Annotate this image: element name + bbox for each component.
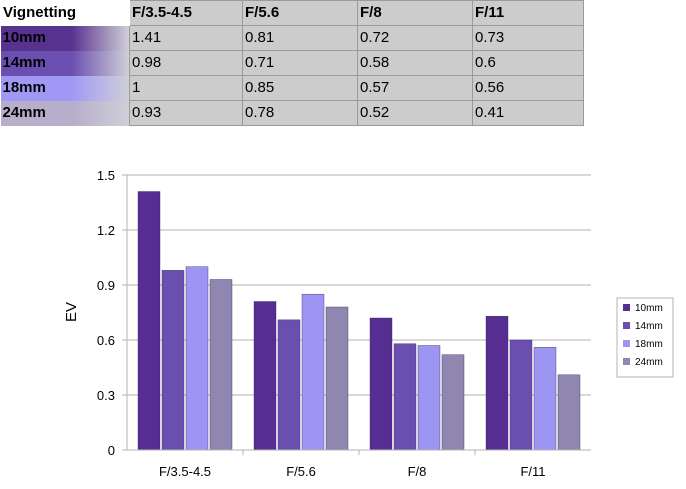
bar xyxy=(369,317,393,451)
axes xyxy=(122,174,591,455)
table-row: 18mm 1 0.85 0.57 0.56 xyxy=(0,75,584,101)
y-tick-label: 0.9 xyxy=(97,278,115,293)
bar xyxy=(137,191,161,451)
y-tick-label: 1.5 xyxy=(97,168,115,183)
y-tick-labels: 0 0.3 0.6 0.9 1.2 1.5 xyxy=(97,168,115,458)
row-label: 18mm xyxy=(0,75,130,101)
legend-swatch xyxy=(623,322,630,329)
bar xyxy=(325,306,349,451)
column-header: F/5.6 xyxy=(242,0,358,26)
legend-swatch xyxy=(623,304,630,311)
bar xyxy=(209,279,233,451)
legend: 10mm 14mm 18mm 24mm xyxy=(616,297,674,378)
legend-box xyxy=(616,297,674,378)
table-cell: 0.72 xyxy=(357,25,473,51)
y-tick-label: 0.6 xyxy=(97,333,115,348)
y-tick-label: 0.3 xyxy=(97,388,115,403)
table-cell: 0.41 xyxy=(472,100,584,126)
row-label: 10mm xyxy=(0,25,130,51)
table-cell: 0.73 xyxy=(472,25,584,51)
column-header: F/3.5-4.5 xyxy=(129,0,243,26)
bar xyxy=(557,374,581,451)
bar xyxy=(533,347,557,451)
bar xyxy=(417,345,441,451)
x-tick-label: F/11 xyxy=(520,464,545,479)
column-header: F/8 xyxy=(357,0,473,26)
bar xyxy=(301,293,325,451)
legend-entry: 24mm xyxy=(635,357,663,368)
row-label: 14mm xyxy=(0,50,130,76)
bar xyxy=(161,270,185,451)
bars xyxy=(137,191,581,451)
table-cell: 0.85 xyxy=(242,75,358,101)
bar xyxy=(277,319,301,451)
legend-swatch xyxy=(623,340,630,347)
table-row: 24mm 0.93 0.78 0.52 0.41 xyxy=(0,100,584,126)
y-tick-label: 0 xyxy=(108,443,115,458)
x-tick-label: F/8 xyxy=(408,464,427,479)
table-row: 10mm 1.41 0.81 0.72 0.73 xyxy=(0,25,584,51)
table-cell: 0.6 xyxy=(472,50,584,76)
bar xyxy=(253,301,277,451)
table-cell: 0.93 xyxy=(129,100,243,126)
bar xyxy=(509,339,533,451)
x-tick-label: F/3.5-4.5 xyxy=(159,464,211,479)
y-tick-label: 1.2 xyxy=(97,223,115,238)
bar xyxy=(185,266,209,451)
table-row: 14mm 0.98 0.71 0.58 0.6 xyxy=(0,50,584,76)
table-cell: 0.52 xyxy=(357,100,473,126)
table-cell: 0.81 xyxy=(242,25,358,51)
x-tick-label: F/5.6 xyxy=(286,464,316,479)
bar xyxy=(485,315,509,451)
x-tick-labels: F/3.5-4.5 F/5.6 F/8 F/11 xyxy=(159,464,546,479)
vignetting-table: Vignetting F/3.5-4.5 F/5.6 F/8 F/11 10mm… xyxy=(0,0,584,126)
table-header-row: Vignetting F/3.5-4.5 F/5.6 F/8 F/11 xyxy=(0,0,584,26)
gridlines xyxy=(127,174,591,451)
table-cell: 0.98 xyxy=(129,50,243,76)
bar xyxy=(393,343,417,451)
legend-entry: 18mm xyxy=(635,339,663,350)
legend-entry: 14mm xyxy=(635,321,663,332)
table-cell: 0.71 xyxy=(242,50,358,76)
row-label: 24mm xyxy=(0,100,130,126)
table-cell: 0.58 xyxy=(357,50,473,76)
y-axis-label: EV xyxy=(63,302,80,322)
table-cell: 1.41 xyxy=(129,25,243,51)
column-header: F/11 xyxy=(472,0,584,26)
table-cell: 0.57 xyxy=(357,75,473,101)
table-cell: 0.56 xyxy=(472,75,584,101)
legend-swatch xyxy=(623,358,630,365)
table-cell: 0.78 xyxy=(242,100,358,126)
legend-entry: 10mm xyxy=(635,303,663,314)
table-corner-label: Vignetting xyxy=(0,0,130,26)
table-cell: 1 xyxy=(129,75,243,101)
bar xyxy=(441,354,465,451)
